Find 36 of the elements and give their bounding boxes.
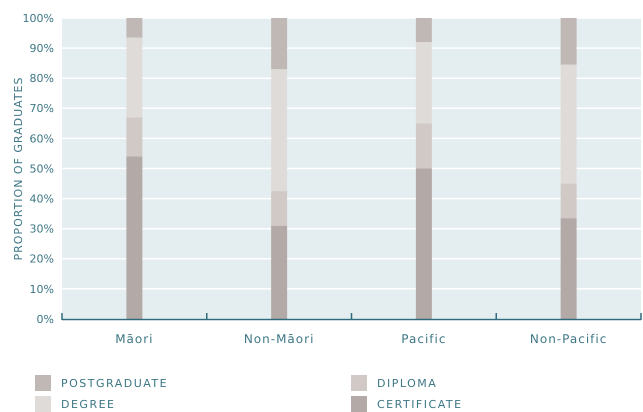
y-tick-label: 40% xyxy=(30,192,54,206)
bar xyxy=(126,38,142,118)
y-tick-label: 30% xyxy=(30,222,54,236)
bar xyxy=(126,156,142,319)
y-tick-label: 100% xyxy=(22,12,54,25)
y-tick-label: 20% xyxy=(30,252,54,266)
bar xyxy=(271,226,288,319)
bar xyxy=(416,123,432,168)
bar xyxy=(126,18,142,38)
y-tick-label: 90% xyxy=(30,42,54,55)
legend-label: DEGREE xyxy=(61,398,116,411)
bar xyxy=(416,168,432,319)
bar xyxy=(560,184,577,218)
x-tick-label: Non-Māori xyxy=(244,332,314,346)
legend-label: DIPLOMA xyxy=(377,376,438,390)
bar xyxy=(560,64,577,184)
bar xyxy=(126,117,142,156)
x-tick-label: Pacific xyxy=(401,332,446,346)
legend-label: POSTGRADUATE xyxy=(61,376,168,390)
x-tick-label: Non-Pacific xyxy=(530,332,608,346)
bar xyxy=(271,18,288,70)
y-tick-label: 80% xyxy=(30,72,54,86)
y-tick-label: 50% xyxy=(30,162,54,176)
y-tick-label: 10% xyxy=(30,282,54,296)
x-tick-label: Māori xyxy=(115,332,154,346)
bar xyxy=(416,18,432,42)
bar xyxy=(560,18,577,65)
bar xyxy=(416,42,432,124)
bar xyxy=(560,218,577,319)
bar xyxy=(271,69,288,192)
y-axis-title: PROPORTION OF GRADUATES xyxy=(12,76,25,260)
bar xyxy=(271,191,288,226)
y-tick-label: 60% xyxy=(30,132,54,146)
legend-label: CERTIFICATE xyxy=(377,398,463,411)
y-tick-label: 0% xyxy=(36,312,54,326)
y-tick-label: 70% xyxy=(30,102,54,116)
